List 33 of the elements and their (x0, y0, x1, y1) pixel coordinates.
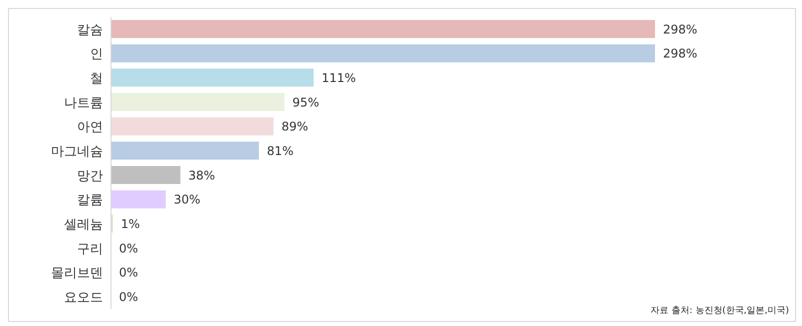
data-label: 298% (663, 22, 698, 36)
y-tick-label: 철 (90, 71, 103, 86)
y-tick-label: 나트륨 (64, 96, 103, 111)
y-tick-label: 칼슘 (77, 22, 103, 38)
y-tick-label: 망간 (77, 168, 103, 184)
bar (111, 166, 180, 184)
bar (111, 142, 259, 160)
data-label: 0% (119, 241, 138, 256)
y-tick-label: 구리 (77, 242, 103, 257)
bar (111, 117, 274, 136)
data-label: 30% (174, 192, 200, 207)
data-label: 298% (663, 46, 698, 61)
y-tick-label: 요오드 (64, 290, 103, 306)
data-label: 81% (266, 144, 294, 158)
y-tick-label: 칼륨 (77, 193, 103, 208)
data-label: 111% (322, 71, 356, 86)
source-note: 자료 출처: 농진청(한국,일본,미국) (650, 305, 789, 317)
bar (111, 20, 655, 38)
data-label: 0% (119, 266, 138, 280)
bar (111, 68, 314, 87)
data-label: 89% (281, 120, 308, 134)
data-label: 38% (188, 168, 216, 182)
y-tick-label: 마그네슘 (51, 144, 103, 160)
y-tick-label: 아연 (77, 120, 103, 136)
bar (111, 93, 284, 111)
data-label: 0% (119, 290, 138, 304)
bar (111, 44, 655, 62)
y-tick-label: 인 (90, 47, 103, 62)
bar (111, 190, 166, 208)
data-label: 1% (120, 217, 140, 232)
y-tick-label: 몰리브덴 (51, 266, 103, 282)
data-label: 95% (292, 95, 320, 110)
y-tick-label: 셀레늄 (64, 217, 103, 232)
